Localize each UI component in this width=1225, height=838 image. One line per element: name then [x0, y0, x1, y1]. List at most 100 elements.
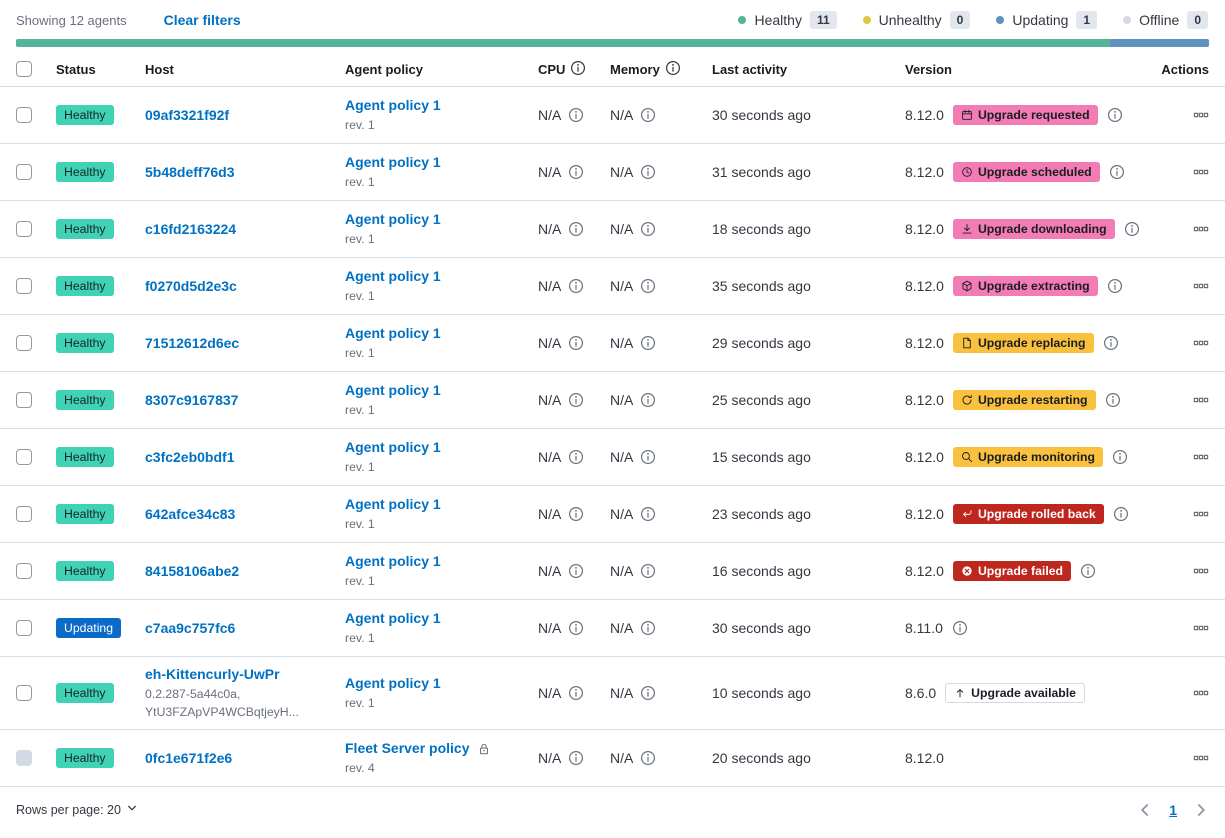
- upgrade-status-badge[interactable]: Upgrade scheduled: [952, 162, 1100, 182]
- info-icon[interactable]: [568, 620, 584, 636]
- info-icon[interactable]: [640, 335, 656, 351]
- clear-filters-link[interactable]: Clear filters: [163, 12, 241, 28]
- info-icon[interactable]: [1107, 278, 1123, 294]
- agent-policy-link[interactable]: Fleet Server policy: [345, 740, 470, 757]
- info-icon[interactable]: [1112, 449, 1128, 465]
- info-icon[interactable]: [640, 563, 656, 579]
- info-icon[interactable]: [640, 107, 656, 123]
- select-all-checkbox[interactable]: [16, 61, 32, 77]
- upgrade-status-badge[interactable]: Upgrade monitoring: [952, 447, 1103, 467]
- row-checkbox[interactable]: [16, 684, 32, 701]
- upgrade-status-badge[interactable]: Upgrade requested: [952, 105, 1098, 125]
- row-checkbox[interactable]: [16, 449, 32, 465]
- info-icon[interactable]: [640, 278, 656, 294]
- upgrade-status-badge[interactable]: Upgrade restarting: [952, 390, 1096, 410]
- info-icon[interactable]: [1105, 392, 1121, 408]
- row-actions-button[interactable]: [1193, 563, 1209, 579]
- info-icon[interactable]: [568, 164, 584, 180]
- agent-policy-link[interactable]: Agent policy 1: [345, 382, 441, 399]
- info-icon[interactable]: [640, 620, 656, 636]
- agent-policy-link[interactable]: Agent policy 1: [345, 154, 441, 171]
- upgrade-status-badge[interactable]: Upgrade extracting: [952, 276, 1098, 296]
- host-link[interactable]: 84158106abe2: [145, 562, 240, 579]
- row-checkbox[interactable]: [16, 335, 32, 351]
- host-link[interactable]: 5b48deff76d3: [145, 163, 235, 180]
- row-actions-button[interactable]: [1193, 685, 1209, 701]
- row-checkbox[interactable]: [16, 107, 32, 123]
- info-icon[interactable]: [568, 107, 584, 123]
- info-icon[interactable]: [1107, 107, 1123, 123]
- info-icon[interactable]: [640, 164, 656, 180]
- row-checkbox[interactable]: [16, 164, 32, 180]
- info-icon[interactable]: [568, 278, 584, 294]
- upgrade-status-badge[interactable]: Upgrade replacing: [952, 333, 1094, 353]
- host-link[interactable]: 71512612d6ec: [145, 334, 240, 351]
- agent-policy-link[interactable]: Agent policy 1: [345, 268, 441, 285]
- upgrade-status-badge[interactable]: Upgrade downloading: [952, 219, 1115, 239]
- row-checkbox[interactable]: [16, 392, 32, 408]
- info-icon[interactable]: [570, 60, 586, 76]
- upgrade-status-badge[interactable]: Upgrade failed: [952, 561, 1072, 581]
- agent-policy-link[interactable]: Agent policy 1: [345, 553, 441, 570]
- info-icon[interactable]: [640, 392, 656, 408]
- upgrade-status-badge[interactable]: Upgrade rolled back: [952, 504, 1104, 524]
- row-actions-button[interactable]: [1193, 107, 1209, 123]
- row-actions-button[interactable]: [1193, 392, 1209, 408]
- row-actions-button[interactable]: [1193, 449, 1209, 465]
- info-icon[interactable]: [1103, 335, 1119, 351]
- info-icon[interactable]: [1124, 221, 1140, 237]
- row-checkbox[interactable]: [16, 221, 32, 237]
- host-link[interactable]: c3fc2eb0bdf1: [145, 448, 235, 465]
- info-icon[interactable]: [568, 335, 584, 351]
- info-icon[interactable]: [640, 685, 656, 701]
- host-link[interactable]: eh-Kittencurly-UwPr: [145, 666, 280, 682]
- info-icon[interactable]: [568, 449, 584, 465]
- row-actions-button[interactable]: [1193, 335, 1209, 351]
- info-icon[interactable]: [1080, 563, 1096, 579]
- host-link[interactable]: 0fc1e671f2e6: [145, 749, 233, 766]
- info-icon[interactable]: [952, 620, 968, 636]
- info-icon[interactable]: [1109, 164, 1125, 180]
- row-checkbox[interactable]: [16, 278, 32, 294]
- row-actions-button[interactable]: [1193, 620, 1209, 636]
- info-icon[interactable]: [665, 60, 681, 76]
- host-link[interactable]: 8307c9167837: [145, 391, 239, 408]
- next-page-button[interactable]: [1193, 802, 1209, 818]
- agent-policy-link[interactable]: Agent policy 1: [345, 610, 441, 627]
- host-link[interactable]: c16fd2163224: [145, 220, 237, 237]
- agent-policy-link[interactable]: Agent policy 1: [345, 439, 441, 456]
- info-icon[interactable]: [568, 221, 584, 237]
- info-icon[interactable]: [640, 750, 656, 766]
- agent-policy-link[interactable]: Agent policy 1: [345, 496, 441, 513]
- agent-policy-link[interactable]: Agent policy 1: [345, 97, 441, 114]
- agent-policy-link[interactable]: Agent policy 1: [345, 325, 441, 342]
- info-icon[interactable]: [640, 221, 656, 237]
- row-actions-button[interactable]: [1193, 164, 1209, 180]
- info-icon[interactable]: [640, 506, 656, 522]
- column-header-memory: Memory: [610, 60, 712, 79]
- info-icon[interactable]: [568, 392, 584, 408]
- host-link[interactable]: f0270d5d2e3c: [145, 277, 237, 294]
- agent-policy-link[interactable]: Agent policy 1: [345, 675, 441, 692]
- info-icon[interactable]: [640, 449, 656, 465]
- row-checkbox[interactable]: [16, 620, 32, 636]
- row-checkbox[interactable]: [16, 506, 32, 522]
- info-icon[interactable]: [568, 563, 584, 579]
- row-actions-button[interactable]: [1193, 278, 1209, 294]
- host-link[interactable]: 642afce34c83: [145, 505, 236, 522]
- host-link[interactable]: c7aa9c757fc6: [145, 619, 236, 636]
- info-icon[interactable]: [568, 506, 584, 522]
- row-actions-button[interactable]: [1193, 221, 1209, 237]
- row-actions-button[interactable]: [1193, 506, 1209, 522]
- info-icon[interactable]: [1113, 506, 1129, 522]
- row-actions-button[interactable]: [1193, 750, 1209, 766]
- host-link[interactable]: 09af3321f92f: [145, 106, 230, 123]
- previous-page-button[interactable]: [1137, 802, 1153, 818]
- row-checkbox[interactable]: [16, 563, 32, 579]
- info-icon[interactable]: [568, 750, 584, 766]
- page-number-1[interactable]: 1: [1169, 801, 1177, 818]
- info-icon[interactable]: [568, 685, 584, 701]
- agent-policy-link[interactable]: Agent policy 1: [345, 211, 441, 228]
- upgrade-status-badge[interactable]: Upgrade available: [945, 682, 1085, 703]
- rows-per-page-button[interactable]: Rows per page: 20: [16, 802, 138, 817]
